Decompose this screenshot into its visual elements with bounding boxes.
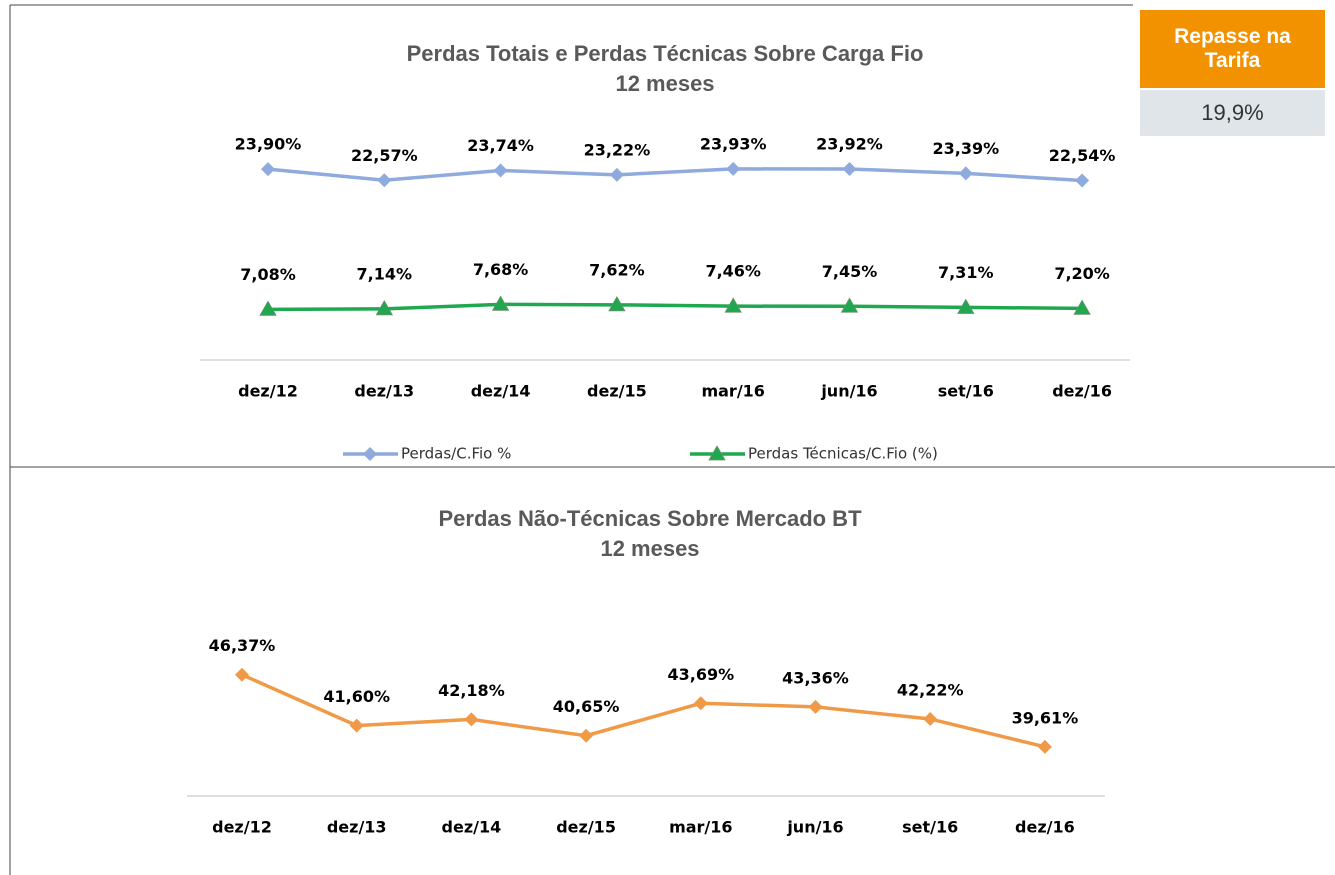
series-line: [241, 673, 1046, 749]
point: [808, 699, 823, 714]
x-tick-label: dez/15: [556, 818, 616, 837]
point: [608, 296, 626, 312]
point: [923, 711, 938, 726]
data-label: 7,20%: [1054, 264, 1110, 283]
chart-subtitle: 12 meses: [600, 536, 699, 561]
data-label: 42,22%: [897, 680, 964, 699]
x-tick-label: dez/13: [327, 818, 387, 837]
data-label: 23,22%: [584, 140, 651, 159]
point: [842, 162, 857, 176]
legend-label: Perdas Técnicas/C.Fio (%): [748, 445, 938, 463]
point: [261, 162, 275, 177]
x-tick-label: dez/14: [471, 382, 531, 401]
legend-marker: [708, 445, 726, 461]
point: [726, 161, 741, 176]
x-tick-label: mar/16: [669, 818, 732, 837]
point: [377, 173, 392, 188]
point: [1037, 739, 1052, 754]
badge-title: Repasse na Tarifa: [1140, 10, 1325, 88]
point: [609, 167, 624, 182]
x-tick-label: dez/13: [354, 382, 414, 401]
legend-marker: [363, 447, 377, 461]
data-label: 7,68%: [473, 260, 529, 279]
data-label: 22,57%: [351, 146, 418, 165]
point: [349, 718, 364, 733]
data-label: 23,93%: [700, 134, 767, 153]
x-tick-label: mar/16: [701, 382, 764, 401]
point: [464, 712, 479, 727]
data-label: 23,74%: [467, 136, 534, 155]
data-label: 42,18%: [438, 681, 505, 700]
x-tick-label: jun/16: [820, 382, 877, 401]
badge-value: 19,9%: [1140, 90, 1325, 136]
x-tick-label: set/16: [902, 818, 958, 837]
x-tick-label: dez/15: [587, 382, 647, 401]
series-line: [267, 167, 1083, 183]
point: [840, 297, 859, 313]
point: [958, 166, 973, 181]
x-tick-label: dez/16: [1052, 382, 1112, 401]
data-label: 23,90%: [235, 135, 302, 154]
x-tick-label: dez/12: [238, 382, 298, 401]
point: [235, 667, 249, 682]
data-label: 23,92%: [816, 135, 883, 154]
chart-subtitle: 12 meses: [615, 71, 714, 96]
data-label: 23,39%: [932, 139, 999, 158]
data-label: 39,61%: [1012, 708, 1079, 727]
point: [375, 300, 393, 316]
data-label: 43,36%: [782, 668, 849, 687]
point: [1073, 299, 1091, 315]
point: [957, 298, 975, 314]
series-line: [267, 302, 1083, 312]
x-tick-label: dez/14: [442, 818, 502, 837]
point: [1075, 173, 1090, 188]
data-label: 22,54%: [1049, 146, 1116, 165]
point: [493, 163, 508, 178]
x-tick-label: jun/16: [786, 818, 843, 837]
data-label: 7,62%: [589, 260, 645, 279]
chart-title: Perdas Totais e Perdas Técnicas Sobre Ca…: [407, 41, 924, 66]
legend-label: Perdas/C.Fio %: [401, 445, 511, 463]
data-label: 46,37%: [209, 636, 276, 655]
data-label: 7,45%: [822, 262, 878, 281]
point: [724, 297, 742, 313]
point: [259, 300, 277, 316]
data-label: 7,31%: [938, 263, 994, 282]
data-label: 41,60%: [323, 687, 390, 706]
x-tick-label: dez/16: [1015, 818, 1075, 837]
x-tick-label: set/16: [938, 382, 994, 401]
chart-title: Perdas Não-Técnicas Sobre Mercado BT: [438, 506, 862, 531]
point: [579, 728, 594, 743]
data-label: 7,08%: [240, 265, 296, 284]
point: [491, 295, 510, 311]
data-label: 40,65%: [553, 697, 620, 716]
data-label: 7,14%: [357, 264, 413, 283]
x-tick-label: dez/12: [212, 818, 272, 837]
data-label: 7,46%: [705, 262, 761, 281]
data-label: 43,69%: [667, 665, 734, 684]
point: [693, 696, 708, 711]
